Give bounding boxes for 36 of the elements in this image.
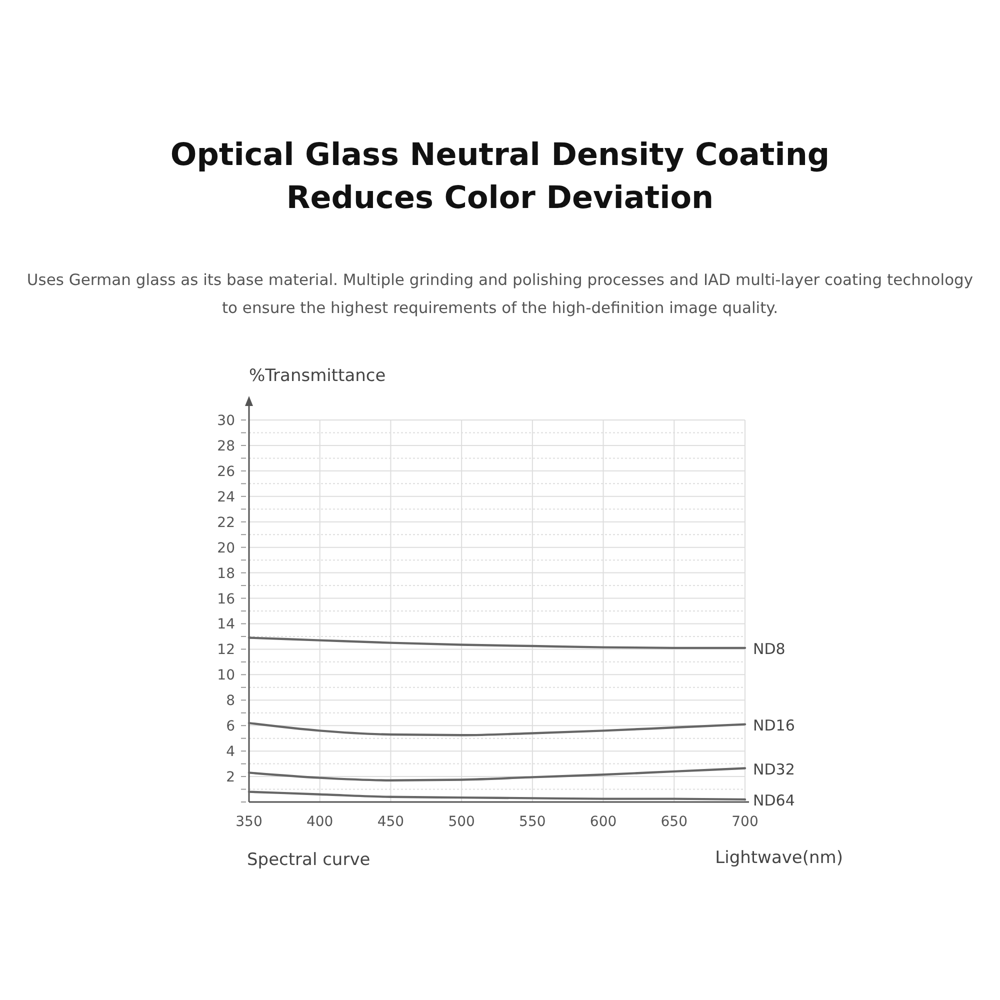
y-tick-label: 26 bbox=[217, 464, 236, 480]
x-tick-label: 550 bbox=[519, 814, 546, 830]
line-series bbox=[248, 767, 746, 782]
y-tick-label: 28 bbox=[217, 438, 235, 454]
y-tick-label: 30 bbox=[217, 413, 235, 429]
x-tick-label: 450 bbox=[377, 814, 404, 830]
y-tick-label: 6 bbox=[226, 718, 236, 735]
x-tick-label: 650 bbox=[660, 814, 688, 830]
y-tick-label: 12 bbox=[217, 642, 235, 658]
text: Spectral curve bbox=[247, 850, 370, 870]
y-tick-label: 2 bbox=[226, 770, 235, 786]
y-tick-label: 4 bbox=[226, 744, 236, 760]
y-tick-label: 14 bbox=[217, 616, 236, 633]
x-tick-label: 500 bbox=[448, 814, 475, 830]
x-tick-label: 700 bbox=[732, 814, 758, 830]
chart-title: Optical Glass Neutral Density Coating Reduces Color Deviation bbox=[170, 136, 830, 218]
x-tick-label: 600 bbox=[590, 814, 617, 830]
x-tick-label: 400 bbox=[306, 814, 334, 830]
series-label: ND16 bbox=[753, 716, 795, 734]
line-series bbox=[248, 790, 746, 801]
series-label: ND8 bbox=[753, 640, 786, 658]
y-tick-label: 20 bbox=[217, 540, 235, 556]
y-tick-label: 10 bbox=[217, 668, 235, 684]
y-axis-title: %Transmittance bbox=[249, 366, 386, 386]
y-tick-label: 18 bbox=[217, 566, 235, 582]
chart-subtitle: Uses German glass as its base material. Multiple grinding and polishing processes and IAD multi-layer coating technology to ensure the highest requirements of the high-definition image quality. bbox=[26, 270, 974, 319]
y-tick-label: 8 bbox=[226, 693, 235, 710]
y-tick-label: 24 bbox=[217, 489, 236, 506]
x-tick-label: 350 bbox=[236, 814, 262, 830]
x-axis-title: Lightwave(nm) bbox=[715, 848, 843, 868]
line-series bbox=[248, 636, 746, 650]
series-label: ND64 bbox=[753, 791, 795, 810]
series-label: ND32 bbox=[753, 760, 795, 778]
y-tick-label: 16 bbox=[217, 591, 236, 608]
y-tick-label: 22 bbox=[217, 514, 235, 531]
line-series bbox=[248, 722, 746, 736]
